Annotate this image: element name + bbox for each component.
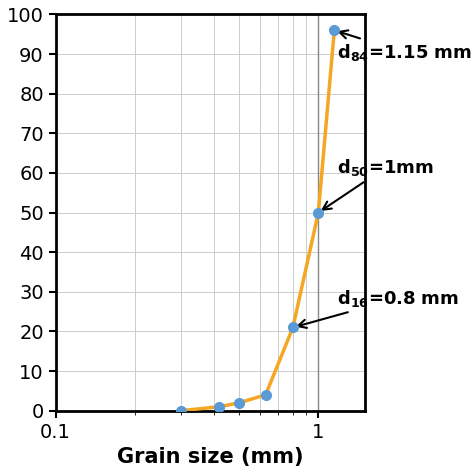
Point [262,391,269,399]
Point [236,399,243,407]
Point [315,209,322,216]
Text: $\mathbf{d_{84}}$=1.15 mm: $\mathbf{d_{84}}$=1.15 mm [337,30,472,63]
X-axis label: Grain size (mm): Grain size (mm) [117,447,303,467]
Point [330,27,338,34]
Point [177,407,185,414]
Point [289,324,297,331]
Point [216,403,223,410]
Text: $\mathbf{d_{50}}$=1mm: $\mathbf{d_{50}}$=1mm [323,157,434,210]
Text: $\mathbf{d_{16}}$=0.8 mm: $\mathbf{d_{16}}$=0.8 mm [298,288,459,328]
